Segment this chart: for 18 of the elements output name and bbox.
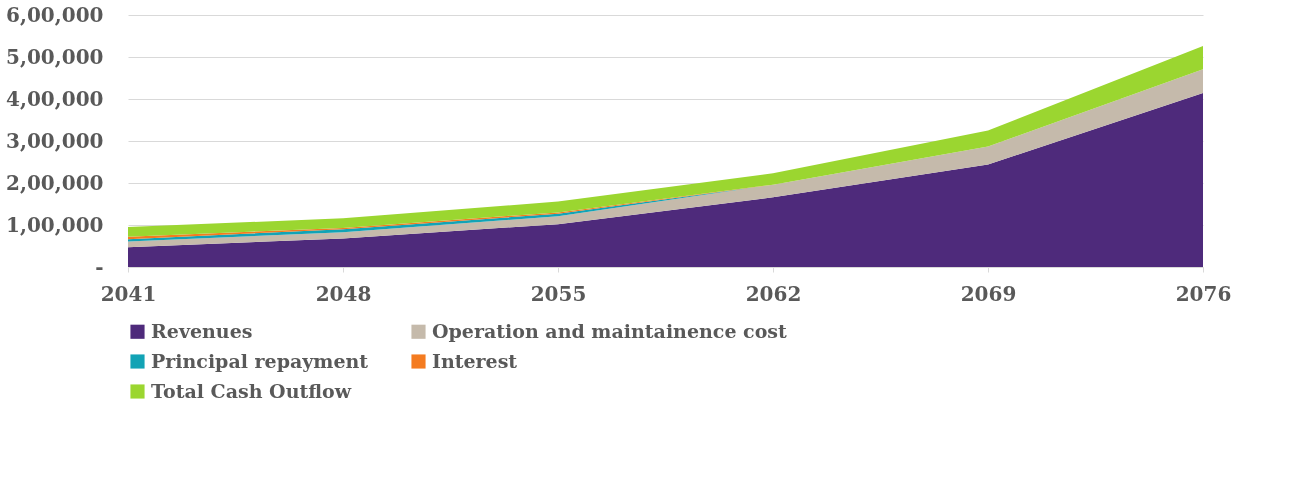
legend-label: Interest: [432, 349, 518, 372]
legend-label: Operation and maintainence cost: [432, 319, 788, 342]
legend-label: Total Cash Outflow: [151, 379, 352, 402]
x-tick-label: 2041: [100, 281, 157, 306]
x-tick-label: 2048: [315, 281, 372, 306]
y-tick-label: 4,00,000: [6, 86, 104, 111]
legend-label: Revenues: [151, 319, 253, 342]
legend-label: Principal repayment: [151, 349, 369, 372]
y-tick-label: 5,00,000: [6, 44, 104, 69]
y-tick-label: 2,00,000: [6, 170, 104, 195]
y-tick-label: 6,00,000: [6, 2, 104, 27]
x-tick-label: 2076: [1175, 281, 1232, 306]
x-tick-label: 2055: [530, 281, 587, 306]
x-tick-label: 2069: [960, 281, 1017, 306]
y-tick-label: -: [95, 254, 104, 279]
y-tick-label: 3,00,000: [6, 128, 104, 153]
x-tick-label: 2062: [745, 281, 802, 306]
y-tick-label: 1,00,000: [6, 212, 104, 237]
